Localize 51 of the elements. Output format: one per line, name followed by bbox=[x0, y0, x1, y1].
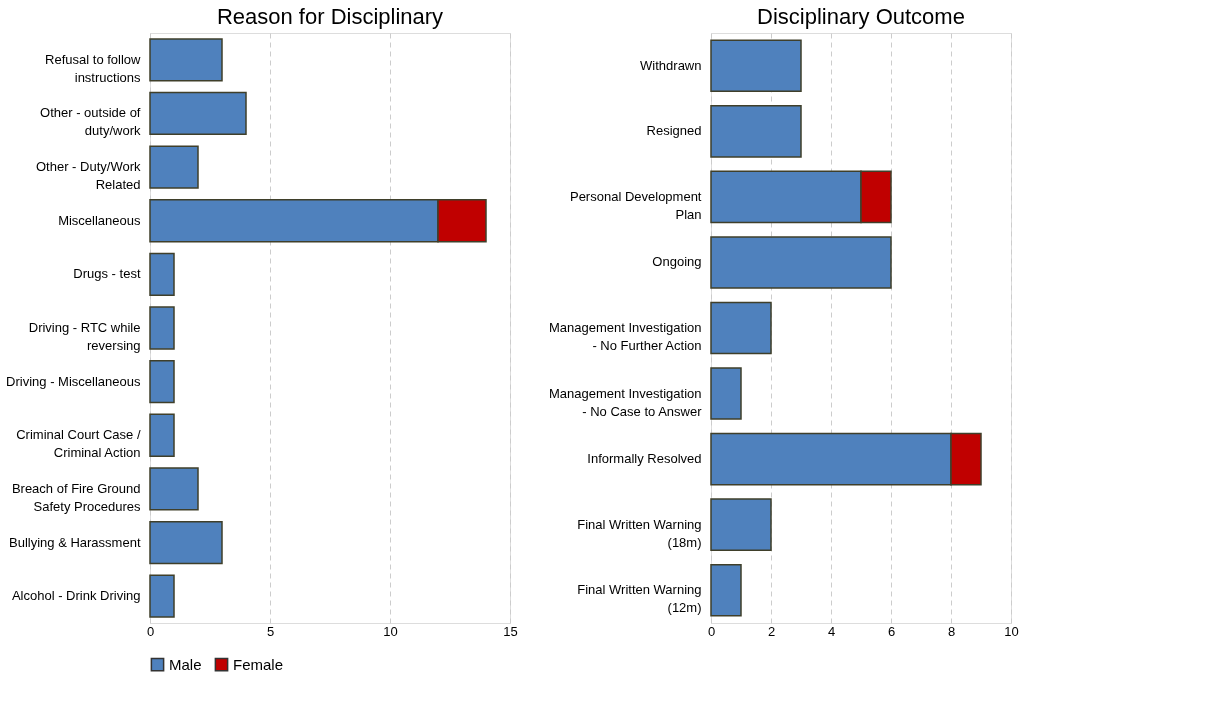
x-tick-label: 0 bbox=[707, 623, 716, 639]
y-tick-label: Withdrawn bbox=[640, 57, 702, 73]
bar bbox=[710, 367, 742, 420]
x-tick-label: 6 bbox=[887, 623, 896, 639]
legend-label: Female bbox=[233, 655, 284, 673]
bar bbox=[710, 236, 892, 289]
bar bbox=[149, 467, 199, 511]
y-tick-label: Ongoing bbox=[652, 254, 702, 270]
y-tick-label: Management Investigation - No Further Action bbox=[549, 320, 702, 353]
bar bbox=[149, 145, 199, 189]
x-tick-label: 10 bbox=[383, 623, 398, 639]
y-tick-label: Breach of Fire Ground Safety Procedures bbox=[11, 480, 141, 514]
bar bbox=[149, 359, 175, 404]
y-tick-label: Criminal Court Case / Criminal Action bbox=[16, 427, 141, 461]
y-tick-label: Driving - Miscellaneous bbox=[6, 373, 141, 389]
y-tick-label: Miscellaneous bbox=[58, 212, 141, 228]
y-tick-label: Resigned bbox=[646, 123, 702, 139]
x-tick-label: 2 bbox=[767, 623, 776, 639]
y-tick-label: Refusal to follow instructions bbox=[45, 51, 142, 85]
bar bbox=[710, 301, 772, 355]
bar bbox=[149, 306, 175, 350]
y-tick-label: Drugs - test bbox=[73, 266, 141, 282]
bar bbox=[149, 91, 247, 136]
y-tick-label: Alcohol - Drink Driving bbox=[11, 588, 141, 604]
x-tick-label: 0 bbox=[146, 623, 155, 639]
x-tick-label: 8 bbox=[947, 623, 956, 639]
chart-title: Reason for Disciplinary bbox=[216, 4, 444, 29]
y-tick-label: Final Written Warning (12m) bbox=[577, 582, 702, 616]
y-tick-label: Informally Resolved bbox=[587, 451, 702, 467]
y-tick-label: Driving - RTC while reversing bbox=[28, 320, 141, 353]
y-tick-label: Other - Duty/Work Related bbox=[35, 159, 141, 193]
x-tick-label: 15 bbox=[503, 623, 518, 639]
legend-label: Male bbox=[169, 655, 202, 673]
bar bbox=[710, 563, 742, 617]
bar bbox=[710, 498, 772, 551]
y-tick-label: Bullying & Harassment bbox=[9, 534, 141, 550]
bar bbox=[149, 413, 175, 457]
chart-title: Disciplinary Outcome bbox=[757, 4, 965, 29]
bar bbox=[149, 38, 223, 82]
x-tick-label: 10 bbox=[1004, 623, 1019, 639]
y-tick-label: Final Written Warning (18m) bbox=[577, 516, 702, 550]
bar bbox=[710, 105, 802, 158]
x-tick-label: 4 bbox=[827, 623, 836, 639]
y-tick-label: Personal Development Plan bbox=[569, 188, 702, 222]
y-tick-label: Management Investigation - No Case to Answer bbox=[549, 385, 703, 419]
bar bbox=[149, 574, 175, 618]
bar bbox=[710, 39, 802, 93]
bar bbox=[149, 520, 223, 565]
y-tick-label: Other - outside of duty/work bbox=[40, 105, 141, 139]
bar bbox=[149, 252, 175, 297]
x-tick-label: 5 bbox=[266, 623, 275, 639]
